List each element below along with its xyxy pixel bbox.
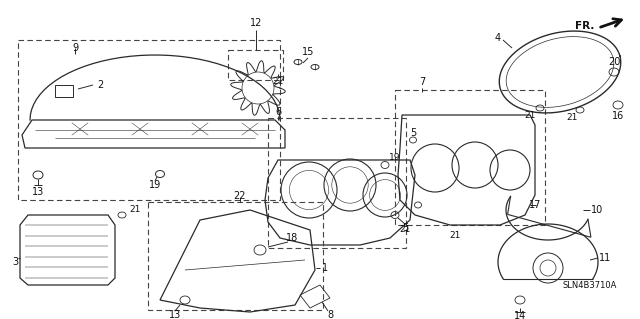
Text: 21: 21 bbox=[449, 231, 461, 240]
Text: 15: 15 bbox=[302, 47, 314, 57]
Text: FR.: FR. bbox=[575, 21, 594, 31]
Text: 17: 17 bbox=[529, 200, 541, 210]
Text: 11: 11 bbox=[599, 253, 611, 263]
Bar bbox=[228, 50, 283, 80]
Text: 21: 21 bbox=[566, 114, 578, 122]
Text: 12: 12 bbox=[250, 18, 262, 28]
Text: 21: 21 bbox=[399, 226, 411, 234]
Text: 14: 14 bbox=[514, 311, 526, 319]
Text: 13: 13 bbox=[169, 310, 181, 319]
Text: 19: 19 bbox=[149, 180, 161, 190]
Text: 9: 9 bbox=[72, 43, 78, 53]
Text: 13: 13 bbox=[32, 187, 44, 197]
Text: SLN4B3710A: SLN4B3710A bbox=[563, 280, 617, 290]
Text: 10: 10 bbox=[591, 205, 603, 215]
Text: 4: 4 bbox=[495, 33, 501, 43]
Text: 5: 5 bbox=[410, 128, 416, 138]
Text: 3: 3 bbox=[12, 257, 18, 267]
Text: 20: 20 bbox=[608, 57, 620, 67]
Text: 1: 1 bbox=[322, 263, 328, 273]
Text: 19: 19 bbox=[389, 153, 401, 162]
Text: 21: 21 bbox=[272, 78, 284, 86]
Text: 18: 18 bbox=[286, 233, 298, 243]
Text: 16: 16 bbox=[612, 111, 624, 121]
Bar bbox=[395, 90, 545, 225]
Text: 21: 21 bbox=[524, 112, 536, 121]
Text: 21: 21 bbox=[129, 205, 141, 214]
Text: 5: 5 bbox=[402, 223, 408, 233]
Text: 22: 22 bbox=[234, 191, 246, 201]
Text: 2: 2 bbox=[97, 80, 103, 90]
Text: 7: 7 bbox=[419, 77, 425, 87]
Bar bbox=[18, 40, 280, 200]
Bar bbox=[148, 202, 323, 310]
Text: 6: 6 bbox=[275, 107, 281, 117]
Bar bbox=[268, 118, 406, 248]
Text: 8: 8 bbox=[327, 310, 333, 319]
